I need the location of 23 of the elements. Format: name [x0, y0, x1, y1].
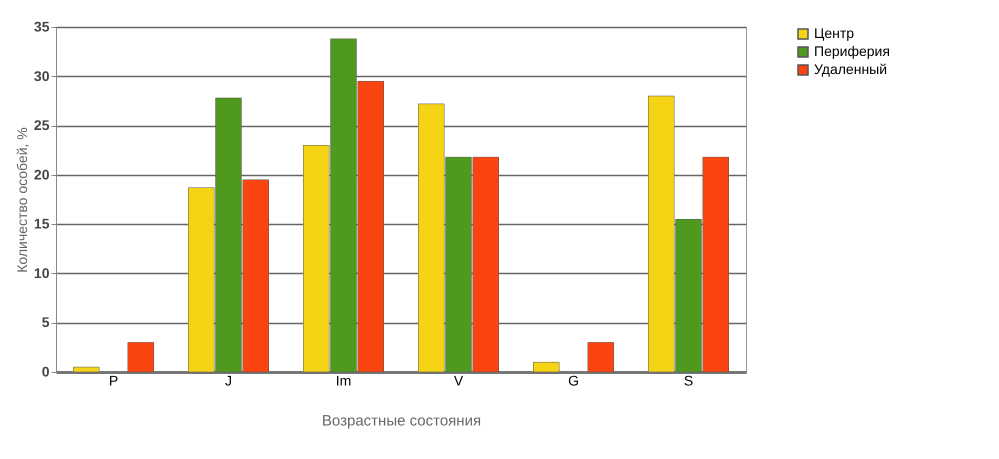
- bar: [533, 362, 560, 372]
- bar: [128, 342, 154, 372]
- bar: [73, 366, 100, 372]
- x-tick-label: G: [568, 372, 579, 388]
- y-tick-label: 20: [34, 166, 50, 182]
- legend-label: Центр: [814, 25, 854, 41]
- y-tick-label: 25: [34, 117, 50, 134]
- bar: [588, 342, 614, 372]
- x-tick-label: J: [225, 372, 232, 388]
- x-tick-label: Im: [336, 372, 352, 388]
- x-tick-label: S: [684, 372, 694, 388]
- y-tick-label: 0: [42, 364, 50, 380]
- x-tick-label: V: [454, 372, 464, 388]
- x-axis-title: Возрастные состояния: [322, 412, 482, 430]
- y-tick-label: 10: [34, 264, 50, 281]
- y-tick-label: 5: [42, 314, 50, 330]
- y-tick-label: 15: [34, 216, 50, 232]
- y-axis-title: Количество особей, %: [14, 127, 30, 273]
- y-tick-label: 30: [34, 68, 50, 84]
- y-tick-label: 35: [34, 18, 50, 34]
- x-tick-label: P: [108, 372, 118, 388]
- legend-label: Удаленный: [814, 61, 888, 77]
- legend-label: Периферия: [814, 43, 890, 59]
